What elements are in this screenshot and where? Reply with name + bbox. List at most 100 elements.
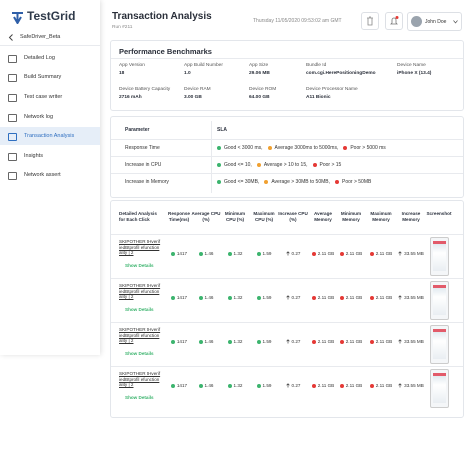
metric-cell: 2.11 GB [336, 383, 366, 388]
click-name[interactable]: SKIPOTHER tHverifiedBtprofil efunctional… [119, 239, 161, 256]
click-name[interactable]: SKIPOTHER tHverifiedBtprofil efunctional… [119, 327, 161, 344]
run-label: Run #211 [112, 25, 133, 30]
menu-icon [8, 93, 17, 102]
status-dot [369, 383, 374, 388]
parameter: Increase in CPU [125, 162, 162, 168]
metric-cell: 2.11 GB [308, 383, 338, 388]
metric-cell: 2.11 GB [366, 295, 396, 300]
menu-item[interactable]: Test case writer [0, 88, 100, 106]
metric-cell: 1.46 [191, 383, 221, 388]
sla-level: Good < 3000 ms, [224, 145, 263, 151]
metric-value: 2.11 GB [375, 339, 393, 344]
metric-value: 2.11 GB [317, 295, 335, 300]
menu-item[interactable]: Insights [0, 147, 100, 165]
sidebar: TestGrid SafeDriver_Beta Detailed Log Bui… [0, 0, 100, 355]
column-header: Maximum CPU (%) [253, 211, 275, 222]
metric-value: 0.27 [291, 295, 301, 300]
metric-cell: 0.27 [278, 383, 308, 388]
column-header: Increase Memory [401, 211, 421, 222]
click-name[interactable]: SKIPOTHER tHverifiedBtprofil efunctional… [119, 283, 161, 300]
metric-value: 2.11 GB [375, 383, 393, 388]
menu-item[interactable]: Build Summary [0, 68, 100, 86]
page-title: Transaction Analysis [112, 11, 212, 22]
metric-value: 1.59 [262, 251, 272, 256]
screenshot-thumbnail[interactable] [430, 281, 449, 320]
metric-cell: 2.11 GB [366, 383, 396, 388]
column-header: Screenshot [426, 211, 452, 216]
show-details-link[interactable]: Show Details [125, 263, 154, 268]
status-dot [256, 251, 261, 256]
metric-value: 1417 [176, 339, 188, 344]
metric-value: 2.11 GB [345, 251, 363, 256]
metric-cell: 2.11 GB [308, 295, 338, 300]
thumbnail-bar [433, 373, 446, 376]
row-line [111, 366, 463, 367]
trend-up-icon [398, 383, 402, 388]
menu-label: Network assert [24, 171, 61, 178]
metric-cell: 1.46 [191, 251, 221, 256]
metric-value: 1.59 [262, 295, 272, 300]
metric-value: 1.46 [204, 295, 214, 300]
menu-label: Insights [24, 152, 43, 159]
user-menu[interactable]: John Doe [407, 12, 462, 31]
trash-icon [367, 16, 373, 26]
menu-item[interactable]: Network log [0, 108, 100, 126]
status-dot [267, 146, 272, 150]
delete-button[interactable] [361, 12, 379, 30]
thumbnail-screen [433, 329, 446, 359]
show-details-link[interactable]: Show Details [125, 395, 154, 400]
metric-value: 1.59 [262, 383, 272, 388]
metric-value: 2.11 GB [375, 251, 393, 256]
row-line [111, 322, 463, 323]
column-header: Increase CPU (%) [278, 211, 308, 222]
sla-level: Average > 30MB to 50MB, [271, 179, 331, 185]
status-dot [264, 180, 269, 184]
status-dot [339, 295, 344, 300]
benchmarks-card: Performance Benchmarks App Version 18 App … [110, 40, 464, 111]
status-dot [217, 180, 221, 184]
back-icon[interactable] [8, 34, 14, 41]
metric-value: 2.11 GB [317, 251, 335, 256]
screenshot-thumbnail[interactable] [430, 325, 449, 364]
status-dot [369, 295, 374, 300]
metric-value: 33.55 MB [404, 339, 424, 344]
menu-item[interactable]: Detailed Log [0, 49, 100, 67]
show-details-link[interactable]: Show Details [125, 351, 154, 356]
status-dot [227, 251, 232, 256]
column-header: Detailed Analysis for Each Click [119, 211, 157, 222]
column-header: SLA [217, 127, 227, 133]
show-details-link[interactable]: Show Details [125, 307, 154, 312]
click-name[interactable]: SKIPOTHER tHverifiedBtprofil efunctional… [119, 371, 161, 388]
metric-cell: 1.59 [249, 251, 279, 256]
metric-value: 1417 [176, 295, 188, 300]
menu-item[interactable]: Transaction Analysis [0, 127, 100, 145]
metric-value: 0.27 [291, 339, 301, 344]
screenshot-thumbnail[interactable] [430, 237, 449, 276]
metric-value: 1.32 [233, 251, 243, 256]
sla-levels: Good < 3000 ms, Average 3000ms to 5000ms,… [217, 145, 388, 151]
column-header: Minimum CPU (%) [224, 211, 246, 222]
avatar [411, 16, 422, 27]
metric-cell: 2.11 GB [336, 339, 366, 344]
parameter: Response Time [125, 145, 160, 151]
sla-levels: Good <= 10, Average > 10 to 15, Poor > 15 [217, 162, 343, 168]
menu-item[interactable]: Network assert [0, 166, 100, 184]
field-value: com.cgi.HerePositioningDemo [306, 71, 376, 76]
project-name[interactable]: SafeDriver_Beta [20, 34, 61, 40]
trend-up-icon [285, 251, 290, 256]
column-header: Minimum Memory [340, 211, 362, 222]
status-dot [343, 146, 348, 150]
metric-cell: 1417 [164, 295, 194, 300]
thumbnail-bar [433, 285, 446, 288]
status-dot [256, 163, 261, 167]
trend-up-icon [285, 295, 290, 300]
notification-button[interactable] [385, 12, 403, 30]
status-dot [227, 295, 232, 300]
status-dot [256, 339, 261, 344]
metric-value: 2.11 GB [345, 383, 363, 388]
screenshot-thumbnail[interactable] [430, 369, 449, 408]
thumbnail-screen [433, 285, 446, 315]
metric-cell: 2.11 GB [366, 251, 396, 256]
logo-icon [12, 12, 23, 24]
metric-cell: 1.32 [220, 251, 250, 256]
